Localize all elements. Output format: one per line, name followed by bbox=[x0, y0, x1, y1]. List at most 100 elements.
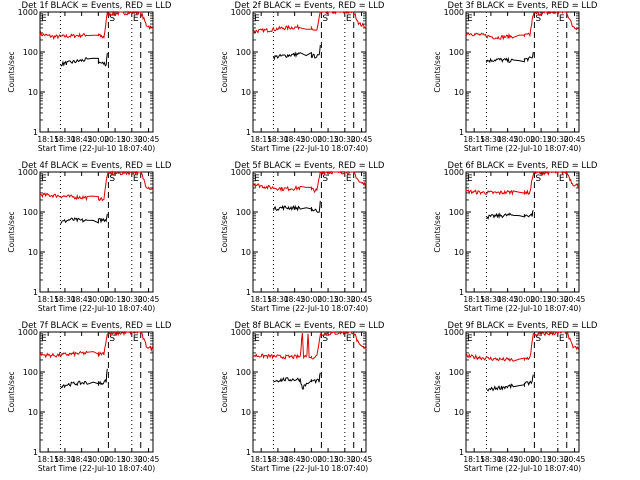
x-tick-label: 18:15 bbox=[463, 135, 485, 144]
y-tick-label: 1 bbox=[33, 288, 38, 297]
x-tick-label: 20:45 bbox=[138, 295, 160, 304]
y-tick-label: 1000 bbox=[231, 8, 251, 17]
x-axis-label: Start Time (22-Jul-10 18:07:40) bbox=[38, 464, 155, 473]
lld-series-line bbox=[39, 330, 154, 359]
x-tick-label: 18:15 bbox=[250, 455, 272, 464]
x-tick-label: 18:45 bbox=[71, 295, 93, 304]
x-tick-label: 18:45 bbox=[71, 455, 93, 464]
x-tick-label: 20:30 bbox=[547, 135, 569, 144]
event-marker-label: E bbox=[133, 14, 139, 24]
x-tick-label: 20:45 bbox=[138, 455, 160, 464]
event-marker-label: S bbox=[322, 334, 328, 344]
x-tick-label: 18:30 bbox=[267, 295, 289, 304]
x-tick-label: 20:00 bbox=[514, 455, 536, 464]
x-tick-label: 18:45 bbox=[284, 135, 306, 144]
x-tick-label: 20:30 bbox=[334, 295, 356, 304]
plot-frame bbox=[39, 11, 154, 133]
y-tick-label: 10 bbox=[241, 248, 251, 257]
event-marker-label: E bbox=[559, 334, 565, 344]
event-marker-label: S bbox=[322, 14, 328, 24]
y-axis-label: Counts/sec bbox=[220, 211, 229, 252]
plot-frame bbox=[252, 331, 367, 453]
y-tick-label: 10 bbox=[454, 248, 464, 257]
x-tick-label: 20:00 bbox=[301, 455, 323, 464]
event-marker-label: E bbox=[467, 174, 473, 184]
x-tick-label: 20:45 bbox=[564, 135, 586, 144]
x-tick-label: 18:15 bbox=[463, 455, 485, 464]
event-marker-label: E bbox=[41, 174, 47, 184]
event-marker-label: S bbox=[109, 334, 115, 344]
y-tick-label: 10 bbox=[241, 88, 251, 97]
y-axis-label: Counts/sec bbox=[7, 211, 16, 252]
y-axis-label: Counts/sec bbox=[220, 371, 229, 412]
chart-panel: Det 5f BLACK = Events, RED = LLD 1 10 100 10… bbox=[220, 161, 385, 313]
lld-series-line bbox=[252, 170, 367, 194]
event-marker-label: S bbox=[535, 14, 541, 24]
x-tick-label: 20:00 bbox=[301, 295, 323, 304]
x-tick-label: 20:00 bbox=[301, 135, 323, 144]
events-series-line bbox=[486, 374, 534, 392]
event-marker-label: E bbox=[467, 14, 473, 24]
x-axis-label: Start Time (22-Jul-10 18:07:40) bbox=[251, 304, 368, 313]
lld-series-line bbox=[465, 170, 580, 196]
event-marker-label: E bbox=[133, 174, 139, 184]
plot-frame bbox=[465, 11, 580, 133]
y-tick-label: 100 bbox=[236, 48, 251, 57]
plot-frame bbox=[252, 171, 367, 293]
y-axis-label: Counts/sec bbox=[433, 51, 442, 92]
lld-series-line bbox=[252, 11, 367, 34]
x-tick-label: 20:15 bbox=[104, 135, 126, 144]
lld-series-line bbox=[465, 330, 580, 362]
event-marker-label: E bbox=[41, 334, 47, 344]
y-tick-label: 100 bbox=[449, 368, 464, 377]
x-tick-label: 20:45 bbox=[351, 135, 373, 144]
plot-frame bbox=[39, 331, 154, 453]
plot-frame bbox=[465, 331, 580, 453]
chart-title: Det 1f BLACK = Events, RED = LLD bbox=[22, 1, 172, 11]
event-marker-label: S bbox=[109, 14, 115, 24]
y-tick-label: 1 bbox=[459, 448, 464, 457]
events-series-line bbox=[272, 44, 321, 61]
x-tick-label: 18:45 bbox=[497, 455, 519, 464]
x-tick-label: 20:15 bbox=[317, 295, 339, 304]
events-series-line bbox=[485, 210, 534, 220]
chart-title: Det 9f BLACK = Events, RED = LLD bbox=[448, 321, 598, 331]
event-marker-label: E bbox=[559, 14, 565, 24]
y-tick-label: 1000 bbox=[231, 168, 251, 177]
x-tick-label: 18:30 bbox=[54, 135, 76, 144]
lld-series-line bbox=[39, 10, 154, 41]
x-tick-label: 20:00 bbox=[514, 135, 536, 144]
x-tick-label: 18:15 bbox=[463, 295, 485, 304]
chart-title: Det 8f BLACK = Events, RED = LLD bbox=[235, 321, 385, 331]
chart-panel: Det 8f BLACK = Events, RED = LLD 1 10 100 10… bbox=[220, 321, 385, 473]
x-tick-label: 20:15 bbox=[104, 295, 126, 304]
y-tick-label: 1000 bbox=[444, 8, 464, 17]
events-series-line bbox=[485, 51, 534, 64]
event-marker-label: E bbox=[133, 334, 139, 344]
chart-title: Det 2f BLACK = Events, RED = LLD bbox=[235, 1, 385, 11]
chart-title: Det 7f BLACK = Events, RED = LLD bbox=[22, 321, 172, 331]
chart-panel: Det 9f BLACK = Events, RED = LLD 1 10 100 10… bbox=[433, 321, 598, 473]
event-marker-label: E bbox=[346, 174, 352, 184]
x-tick-label: 20:00 bbox=[88, 455, 110, 464]
plot-frame bbox=[252, 11, 367, 133]
lld-series-line bbox=[39, 170, 154, 202]
y-tick-label: 100 bbox=[23, 368, 38, 377]
x-axis-label: Start Time (22-Jul-10 18:07:40) bbox=[38, 144, 155, 153]
x-tick-label: 20:30 bbox=[334, 455, 356, 464]
y-tick-label: 10 bbox=[454, 408, 464, 417]
events-series-line bbox=[273, 372, 321, 390]
x-tick-label: 18:15 bbox=[37, 295, 59, 304]
x-tick-label: 20:00 bbox=[514, 295, 536, 304]
x-tick-label: 18:45 bbox=[497, 295, 519, 304]
x-tick-label: 20:30 bbox=[121, 455, 143, 464]
x-tick-label: 20:15 bbox=[530, 455, 552, 464]
x-tick-label: 18:30 bbox=[480, 455, 502, 464]
x-tick-label: 20:15 bbox=[530, 135, 552, 144]
x-tick-label: 18:30 bbox=[480, 295, 502, 304]
event-marker-label: S bbox=[535, 334, 541, 344]
lld-series-line bbox=[465, 11, 580, 41]
y-axis-label: Counts/sec bbox=[433, 211, 442, 252]
plot-frame bbox=[39, 171, 154, 293]
event-marker-label: S bbox=[535, 174, 541, 184]
